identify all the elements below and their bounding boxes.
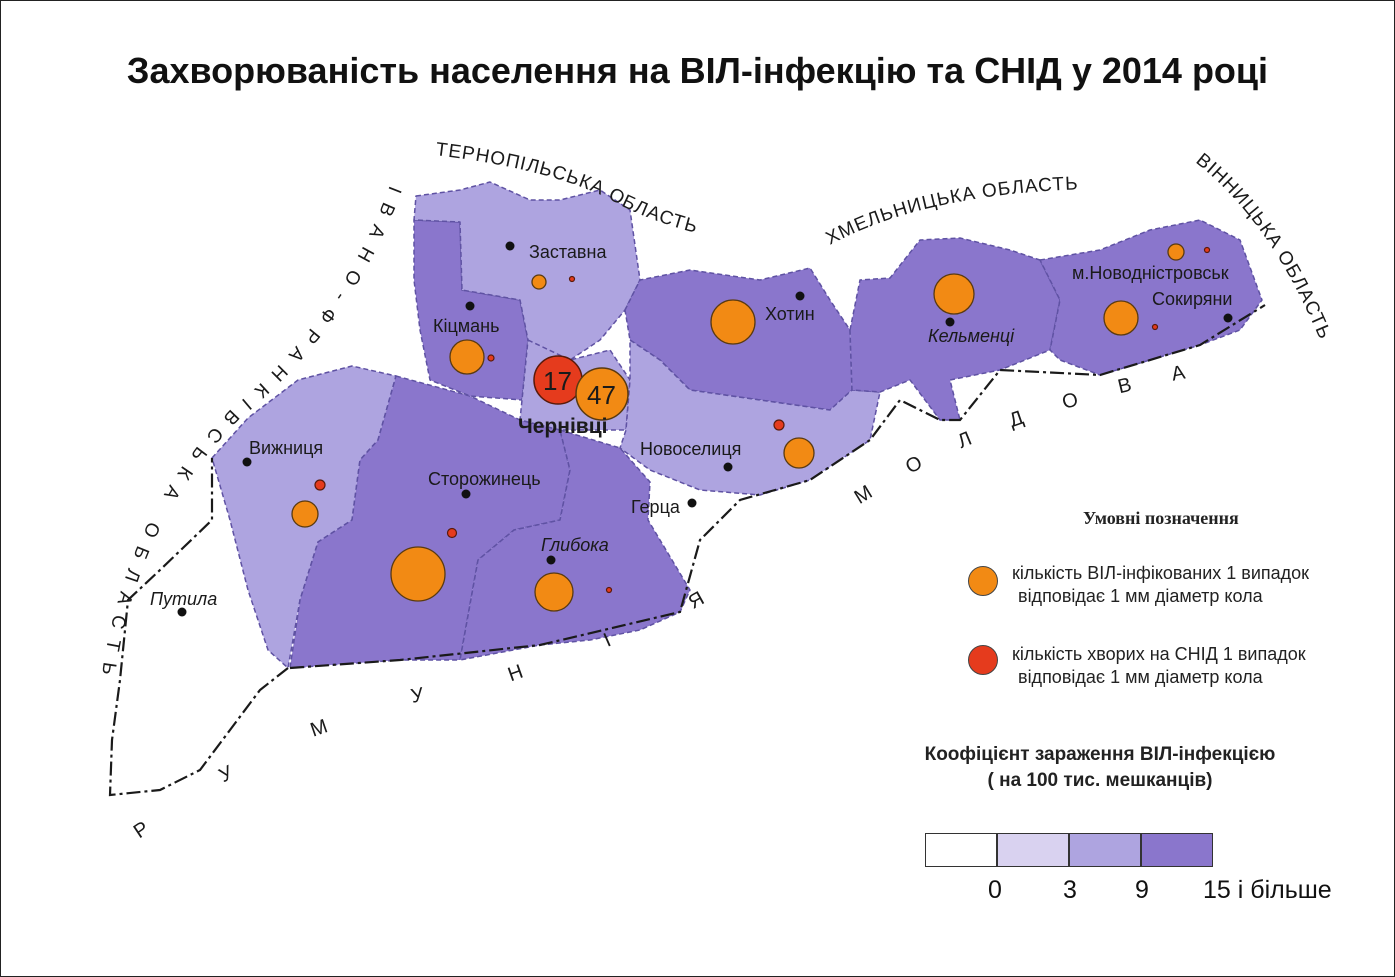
aids-bubble-hlyboka: [605, 586, 613, 594]
hiv-bubble-kelmentsi: [933, 273, 975, 315]
town-dot-putyla: [177, 607, 187, 617]
label-khotyn: Хотин: [765, 304, 815, 324]
legend-aids-text-2: відповідає 1 мм діаметр кола: [1018, 667, 1263, 687]
legend-aids-text-1: кількість хворих на СНІД 1 випадок: [1012, 644, 1306, 664]
aids-bubble-kitsman: [487, 354, 495, 362]
label-zastavna: Заставна: [529, 242, 607, 262]
aids-bubble-sokyriany: [1151, 323, 1159, 331]
label-putyla: Путила: [150, 589, 217, 609]
label-kitsman: Кіцмань: [433, 316, 500, 336]
legend-aids-symbol: [968, 645, 998, 675]
aids-value-chernivtsi: 17: [543, 366, 572, 396]
label-hertsa: Герца: [631, 497, 681, 517]
scale-tick-15: 15 і більше: [1203, 876, 1332, 904]
hiv-bubble-sokyriany: [1103, 300, 1139, 336]
town-dot-sokyriany: [1223, 313, 1233, 323]
hiv-bubble-storozhynets: [390, 546, 446, 602]
town-dot-hertsa: [687, 498, 697, 508]
label-vyzhnytsia: Вижниця: [249, 438, 323, 458]
aids-bubble-novodnistrovsk: [1203, 246, 1211, 254]
label-sokyriany: Сокиряни: [1152, 289, 1233, 309]
aids-bubble-novoselytsia: [773, 419, 785, 431]
hiv-bubble-zastavna: [531, 274, 547, 290]
label-novodnistrovsk: м.Новодністровськ: [1072, 263, 1229, 283]
coefficient-title: Коофіцієнт зараження ВІЛ-інфекцією ( на …: [850, 742, 1350, 794]
hiv-bubble-novodnistrovsk: [1167, 243, 1185, 261]
hiv-bubble-khotyn: [710, 299, 756, 345]
district-storozhynets: [289, 375, 571, 669]
hiv-value-chernivtsi: 47: [587, 380, 616, 410]
scale-swatch-1: [997, 833, 1069, 867]
aids-bubble-vyzhnytsia: [314, 479, 326, 491]
map-title: Захворюваність населення на ВІЛ-інфекцію…: [126, 50, 1269, 91]
town-dot-kitsman: [465, 301, 475, 311]
scale-swatch-0: [925, 833, 997, 867]
label-storozhynets: Сторожинець: [428, 469, 541, 489]
legend-title: Умовні позначення: [1083, 508, 1239, 528]
hiv-bubble-hlyboka: [534, 572, 574, 612]
coefficient-title-line1: Коофіцієнт зараження ВІЛ-інфекцією: [924, 744, 1276, 765]
label-hlyboka: Глибока: [541, 535, 609, 555]
label-kelmentsi: Кельменці: [928, 326, 1015, 346]
scale-tick-3: 3: [1063, 876, 1077, 904]
district-zastavna: [413, 181, 641, 361]
town-dot-hlyboka: [546, 555, 556, 565]
scale-swatch-3: [1141, 833, 1213, 867]
hiv-bubble-kitsman: [449, 339, 485, 375]
hiv-bubble-vyzhnytsia: [291, 500, 319, 528]
aids-bubble-zastavna: [568, 275, 576, 283]
scale-swatch-2: [1069, 833, 1141, 867]
town-dot-khotyn: [795, 291, 805, 301]
hiv-bubble-chernivtsi: [575, 367, 629, 421]
legend-hiv-text-2: відповідає 1 мм діаметр кола: [1018, 586, 1263, 606]
district-sokyriany: [1039, 219, 1263, 376]
label-chernivtsi: Чернівці: [518, 415, 607, 438]
label-novoselytsia: Новоселиця: [640, 439, 741, 459]
scale-tick-0: 0: [988, 876, 1002, 904]
scale-tick-9: 9: [1135, 876, 1149, 904]
border-line: [108, 458, 289, 797]
town-dot-zastavna: [505, 241, 515, 251]
town-dot-vyzhnytsia: [242, 457, 252, 467]
town-dot-novoselytsia: [723, 462, 733, 472]
legend-hiv-text-1: кількість ВІЛ-інфікованих 1 випадок: [1012, 563, 1310, 583]
aids-bubble-storozhynets: [446, 527, 458, 539]
town-dot-storozhynets: [461, 489, 471, 499]
district-hlyboka: [459, 429, 691, 661]
hiv-bubble-novoselytsia: [783, 437, 815, 469]
legend-hiv-symbol: [968, 566, 998, 596]
town-dot-kelmentsi: [945, 317, 955, 327]
coefficient-title-line2: ( на 100 тис. мешканців): [987, 770, 1213, 791]
